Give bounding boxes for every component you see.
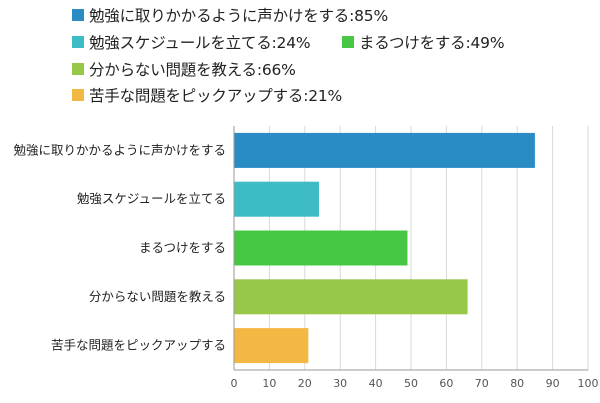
x-tick-label: 20 — [298, 377, 312, 390]
chart-legend: 勉強に取りかかるように声かけをする:85% 勉強スケジュールを立てる:24% ま… — [72, 0, 600, 110]
legend-item-0: 勉強に取りかかるように声かけをする:85% — [72, 4, 388, 26]
x-tick-label: 0 — [231, 377, 238, 390]
legend-label-4: 苦手な問題をピックアップする:21% — [89, 87, 343, 105]
x-tick-label: 90 — [546, 377, 560, 390]
bar — [234, 132, 535, 168]
legend-item-3: 分からない問題を教える:66% — [72, 58, 296, 80]
x-tick-label: 60 — [439, 377, 453, 390]
legend-label-2: まるつけをする:49% — [359, 34, 505, 52]
category-label: 苦手な問題をピックアップする — [51, 338, 226, 353]
legend-label-0: 勉強に取りかかるように声かけをする:85% — [89, 7, 388, 25]
legend-item-4: 苦手な問題をピックアップする:21% — [72, 84, 342, 106]
legend-swatch-0 — [72, 9, 84, 21]
x-tick-label: 70 — [475, 377, 489, 390]
category-label: まるつけをする — [139, 240, 226, 255]
bar — [234, 230, 408, 266]
legend-swatch-2 — [342, 36, 354, 48]
legend-label-3: 分からない問題を教える:66% — [89, 61, 296, 79]
x-tick-label: 10 — [262, 377, 276, 390]
legend-swatch-1 — [72, 36, 84, 48]
category-label: 分からない問題を教える — [89, 289, 226, 304]
legend-item-1: 勉強スケジュールを立てる:24% — [72, 31, 311, 53]
bar — [234, 279, 468, 315]
x-tick-label: 80 — [510, 377, 524, 390]
legend-swatch-4 — [72, 89, 84, 101]
category-label: 勉強に取りかかるように声かけをする — [13, 142, 226, 157]
bar — [234, 328, 309, 364]
legend-label-1: 勉強スケジュールを立てる:24% — [89, 34, 311, 52]
category-label: 勉強スケジュールを立てる — [77, 191, 226, 206]
legend-swatch-3 — [72, 63, 84, 75]
legend-item-2: まるつけをする:49% — [342, 31, 505, 53]
x-tick-label: 40 — [369, 377, 383, 390]
x-tick-label: 50 — [404, 377, 418, 390]
x-tick-label: 30 — [333, 377, 347, 390]
x-tick-label: 100 — [578, 377, 599, 390]
bar — [234, 181, 319, 217]
